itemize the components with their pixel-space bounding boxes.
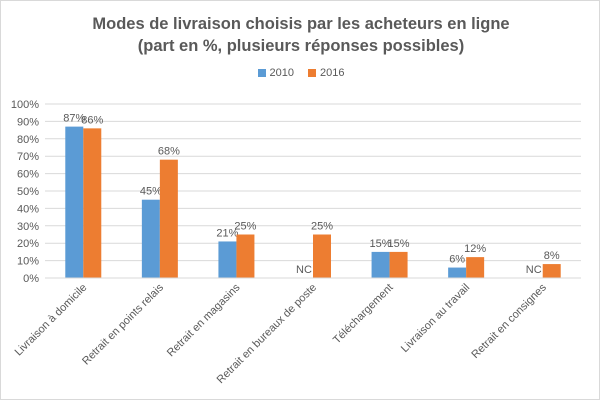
data-label-2010: 6%: [449, 254, 465, 266]
x-tick-label: Retrait en points relais: [80, 281, 166, 367]
data-label-2010: 21%: [216, 227, 238, 239]
y-tick-label: 70%: [17, 151, 39, 163]
x-tick-label: Téléchargement: [331, 282, 396, 347]
legend-swatch-2016: [308, 69, 316, 77]
y-tick-label: 0%: [23, 273, 39, 285]
x-tick-label: Retrait en magasins: [165, 281, 243, 359]
bar-2016: [313, 234, 331, 278]
bar-2010: [141, 199, 160, 278]
y-tick-label: 60%: [17, 169, 39, 181]
bar-2010: [218, 241, 237, 278]
bar-2016: [389, 251, 408, 278]
data-label-2010: 45%: [140, 186, 162, 198]
data-label-2016: 25%: [234, 221, 256, 233]
legend-label-2016: 2016: [320, 67, 345, 79]
y-tick-label: 30%: [17, 221, 39, 233]
chart-title: Modes de livraison choisis par les achet…: [1, 13, 600, 57]
data-label-2016: 25%: [311, 221, 333, 233]
chart-title-line-1: Modes de livraison choisis par les achet…: [92, 15, 510, 33]
x-tick-label: Retrait en consignes: [469, 281, 549, 361]
bar-2010: [371, 251, 390, 278]
data-label-2010: NC: [296, 264, 312, 276]
bar-2016: [542, 264, 561, 278]
legend-swatch-2010: [257, 69, 266, 77]
y-tick-label: 50%: [17, 186, 39, 198]
bar-2016: [236, 234, 255, 278]
legend: 2010 2016: [1, 67, 600, 79]
data-label-2016: 86%: [81, 114, 103, 126]
legend-item-2016: 2016: [308, 67, 344, 79]
bar-2016: [83, 128, 102, 278]
data-label-2010: 87%: [63, 113, 85, 125]
data-label-2010: 15%: [370, 238, 392, 250]
legend-label-2010: 2010: [269, 67, 294, 79]
bar-2010: [65, 126, 84, 279]
legend-item-2010: 2010: [257, 67, 294, 79]
bar-2010: [448, 267, 467, 278]
y-tick-label: 40%: [17, 203, 39, 215]
data-label-2016: 15%: [388, 238, 410, 250]
y-tick-label: 80%: [17, 134, 39, 146]
y-tick-label: 100%: [11, 99, 39, 111]
data-label-2016: 68%: [158, 146, 180, 158]
y-tick-label: 20%: [17, 238, 39, 250]
x-tick-label: Livraison à domicile: [13, 282, 90, 359]
chart-title-line-2: (part en %, plusieurs réponses possibles…: [137, 37, 465, 55]
y-tick-label: 90%: [17, 116, 39, 128]
data-label-2016: 8%: [544, 250, 560, 262]
y-tick-label: 10%: [17, 256, 39, 268]
bar-2016: [466, 257, 485, 278]
data-label-2016: 12%: [464, 243, 486, 255]
bar-2016: [159, 159, 178, 278]
data-label-2010: NC: [526, 264, 542, 276]
x-tick-label: Livraison au travail: [399, 282, 472, 355]
